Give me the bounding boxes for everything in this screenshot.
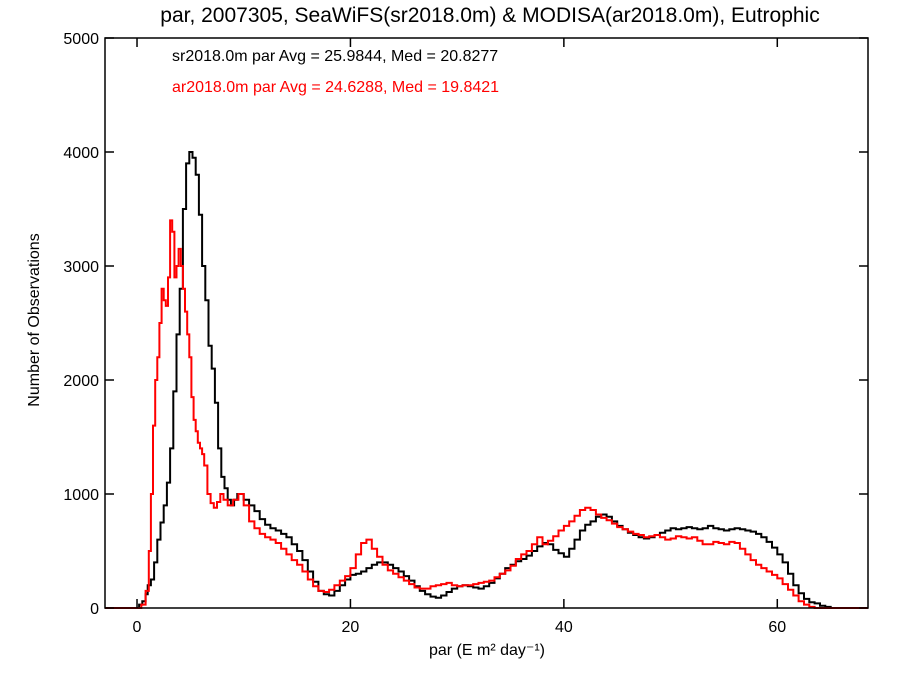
series-layer <box>105 151 868 609</box>
x-tick-label: 20 <box>342 619 360 636</box>
series-line-sr2018.0m <box>105 151 868 609</box>
series-stats-sr2018: sr2018.0m par Avg = 25.9844, Med = 20.82… <box>172 48 498 65</box>
y-tick-label: 5000 <box>63 31 99 48</box>
y-tick-label: 4000 <box>63 145 99 162</box>
x-tick-label: 40 <box>555 619 573 636</box>
series-stats-ar2018: ar2018.0m par Avg = 24.6288, Med = 19.84… <box>172 79 499 96</box>
y-tick-label: 0 <box>90 601 99 618</box>
y-tick-label: 2000 <box>63 373 99 390</box>
y-axis-label: Number of Observations <box>26 233 43 406</box>
y-tick-label: 1000 <box>63 487 99 504</box>
series-line-ar2018.0m <box>105 219 868 609</box>
x-axis-label: par (E m² day⁻¹) <box>429 642 545 659</box>
chart-title: par, 2007305, SeaWiFS(sr2018.0m) & MODIS… <box>160 4 819 27</box>
y-tick-label: 3000 <box>63 259 99 276</box>
x-tick-label: 60 <box>768 619 786 636</box>
x-tick-label: 0 <box>133 619 142 636</box>
plot-frame <box>104 37 869 609</box>
axes-layer: 0 20 40 60 0 1000 2000 3000 4000 5000 <box>63 31 868 636</box>
